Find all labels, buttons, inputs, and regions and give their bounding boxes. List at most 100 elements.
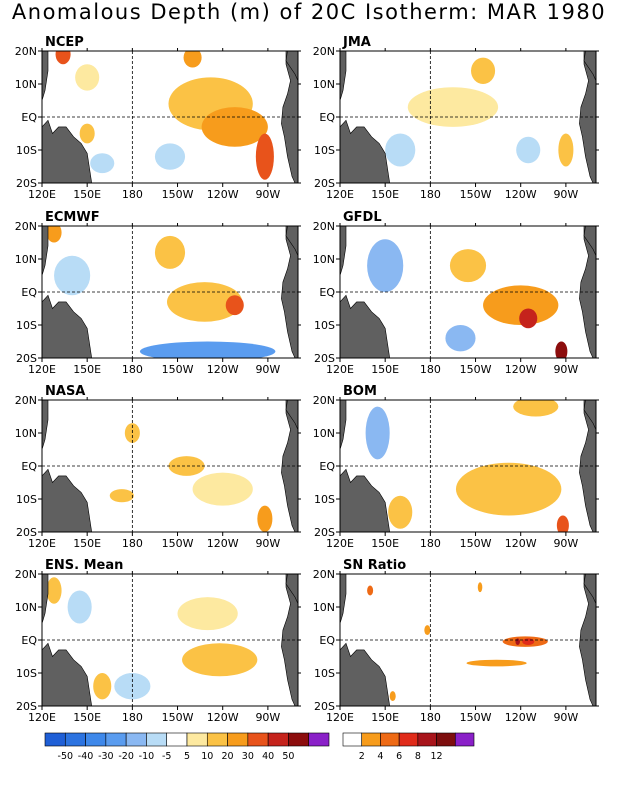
y-tick-label: 20N <box>313 45 335 58</box>
y-tick-label: 20N <box>313 568 335 581</box>
y-tick-label: 20S <box>16 177 37 190</box>
colorbar-swatch <box>44 732 66 747</box>
anomaly-blob <box>424 625 431 636</box>
anomaly-blob <box>385 133 416 167</box>
y-tick-label: EQ <box>319 460 335 473</box>
anomaly-blob <box>183 51 202 68</box>
anomaly-blob <box>109 489 134 503</box>
land-mass <box>42 226 49 276</box>
land-mass <box>42 574 49 624</box>
land-mass <box>340 226 347 276</box>
colorbar-swatch <box>342 732 363 747</box>
panel-title: BOM <box>343 384 377 399</box>
land-mass <box>340 294 391 358</box>
anomaly-blob <box>449 249 487 283</box>
x-tick-label: 180 <box>420 188 441 201</box>
anomaly-blob <box>558 133 574 167</box>
x-tick-label: 90W <box>255 363 280 376</box>
land-mass <box>42 51 49 101</box>
colorbar-tick-label: -5 <box>162 751 171 762</box>
anomaly-blob <box>255 133 274 180</box>
x-tick-label: 150E <box>73 537 101 550</box>
colorbar-swatch <box>288 732 310 747</box>
anomaly-field <box>42 226 298 358</box>
anomaly-blob <box>513 400 559 417</box>
colorbar-tick-label: -10 <box>139 751 155 762</box>
colorbar-tick-label: -40 <box>78 751 94 762</box>
anomaly-blob <box>367 239 404 292</box>
anomaly-blob <box>367 585 374 596</box>
colorbar-swatch <box>206 732 228 747</box>
x-tick-label: 90W <box>553 363 578 376</box>
anomaly-blob <box>46 577 62 604</box>
colorbar-tick-label: 20 <box>222 751 234 762</box>
colorbar-tick-label: 12 <box>431 751 443 762</box>
land-mass <box>583 51 596 81</box>
anomaly-blob <box>54 255 91 296</box>
x-tick-label: 150W <box>162 537 194 550</box>
panel-nasa: 120E 150E 180 150W 120W 90W 20N 10N EQ 10S 20S NASA <box>15 384 301 550</box>
y-tick-label: 10N <box>313 601 335 614</box>
panel-title: GFDL <box>343 210 382 225</box>
colorbar-swatch <box>146 732 168 747</box>
x-tick-label: 150W <box>460 711 492 724</box>
x-tick-label: 180 <box>122 188 143 201</box>
y-tick-label: EQ <box>319 286 335 299</box>
y-tick-label: 10N <box>15 427 37 440</box>
land-mass <box>340 642 391 706</box>
x-tick-label: 150E <box>371 188 399 201</box>
panel-title: JMA <box>342 35 371 50</box>
land-mass <box>42 119 93 183</box>
panel-jma: 120E 150E 180 150W 120W 90W 20N 10N EQ 10S 20S JMA <box>313 35 599 201</box>
colorbar-tick-label: 40 <box>262 751 274 762</box>
colorbar-tick-label: -50 <box>58 751 74 762</box>
x-tick-label: 150W <box>162 363 194 376</box>
anomaly-blob <box>477 582 483 593</box>
anomaly-blob <box>192 472 253 506</box>
land-mass <box>42 294 93 358</box>
land-mass <box>285 400 298 430</box>
panel-ecmwf: 120E 150E 180 150W 120W 90W 20N 10N EQ 10S 20S ECMW… <box>15 210 301 376</box>
land-mass <box>42 642 93 706</box>
x-tick-label: 120W <box>207 537 239 550</box>
y-tick-label: 10S <box>314 667 335 680</box>
colorbar-swatch <box>105 732 127 747</box>
x-tick-label: 150E <box>73 711 101 724</box>
anomaly-blob <box>225 295 244 316</box>
x-tick-label: 180 <box>122 537 143 550</box>
land-mass <box>42 468 93 532</box>
colorbar-tick-label: 50 <box>282 751 294 762</box>
x-tick-label: 120E <box>28 537 56 550</box>
anomaly-field <box>340 400 596 532</box>
x-tick-label: 90W <box>553 188 578 201</box>
anomaly-blob <box>556 515 569 532</box>
y-tick-label: EQ <box>319 634 335 647</box>
y-tick-label: 20S <box>314 352 335 365</box>
y-tick-label: 20S <box>16 352 37 365</box>
colorbar-tick-label: 4 <box>377 751 383 762</box>
anomaly-blob <box>389 691 396 702</box>
anomaly-blob <box>516 136 541 164</box>
y-tick-label: 20S <box>314 526 335 539</box>
colorbar-tick-label: -30 <box>98 751 114 762</box>
anomaly-blob <box>388 495 413 529</box>
anomaly-blob <box>483 285 559 326</box>
x-tick-label: 120W <box>207 711 239 724</box>
y-tick-label: 20S <box>314 700 335 713</box>
x-tick-label: 150E <box>73 188 101 201</box>
colorbar-swatch <box>380 732 400 747</box>
y-tick-label: EQ <box>21 111 37 124</box>
colorbar-swatch <box>227 732 249 747</box>
x-tick-label: 120E <box>326 363 354 376</box>
x-tick-label: 120W <box>207 363 239 376</box>
x-tick-label: 150W <box>460 363 492 376</box>
colorbar-tick-label: 6 <box>396 751 402 762</box>
x-tick-label: 120E <box>28 363 56 376</box>
y-tick-label: 20N <box>15 220 37 233</box>
colorbar-tick-label: 8 <box>415 751 421 762</box>
panel-title: NASA <box>45 384 85 399</box>
anomaly-blob <box>522 638 535 645</box>
land-mass <box>340 400 347 450</box>
y-tick-label: 10N <box>15 601 37 614</box>
y-tick-label: EQ <box>319 111 335 124</box>
